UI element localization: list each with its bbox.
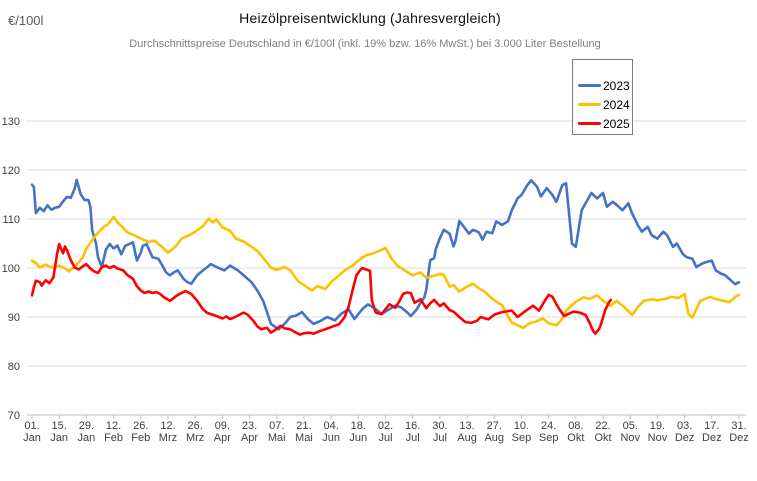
y-axis-tick-label: 130 — [2, 116, 20, 128]
x-axis-tick-label: 09. Apr — [214, 420, 231, 444]
y-axis-tick-label: 110 — [2, 214, 20, 226]
y-axis-tick-label: 80 — [8, 361, 20, 373]
x-axis-tick-label: 07. Mai — [268, 420, 286, 444]
y-axis-unit-label: €/100l — [8, 13, 44, 28]
y-axis-tick-label: 90 — [8, 312, 20, 324]
x-axis-tick-label: 08. Okt — [567, 420, 584, 444]
x-axis-tick-label: 19. Nov — [648, 420, 668, 444]
y-axis-tick-label: 70 — [8, 410, 20, 422]
y-axis-tick-label: 100 — [2, 263, 20, 275]
x-axis-tick-label: 30. Jul — [432, 420, 447, 444]
legend-item-2024: 2024 — [578, 95, 632, 114]
x-axis-tick-label: 29. Jan — [78, 420, 96, 444]
x-axis-tick-label: 10. Sep — [512, 420, 532, 444]
chart-subtitle: Durchschnittspreise Deutschland in €/100… — [129, 38, 601, 50]
legend-label: 2023 — [603, 78, 630, 93]
legend: 2023 2024 2025 — [572, 59, 633, 135]
legend-line-swatch-2023 — [578, 83, 601, 88]
x-axis-tick-label: 18. Jun — [349, 420, 367, 444]
x-axis-tick-label: 01. Jan — [23, 420, 41, 444]
x-axis-tick-label: 03. Dez — [675, 420, 695, 444]
x-axis-tick-label: 17. Dez — [702, 420, 722, 444]
legend-line-swatch-2025 — [578, 121, 601, 126]
x-axis-tick-label: 26. Mrz — [186, 420, 204, 444]
series-line-2023 — [30, 178, 741, 331]
x-axis-tick-label: 15. Jan — [50, 420, 68, 444]
legend-label: 2024 — [603, 97, 630, 112]
x-axis-tick-label: 31. Dez — [729, 420, 749, 444]
x-axis-tick-label: 05. Nov — [620, 420, 640, 444]
y-axis-tick-label: 120 — [2, 165, 20, 177]
x-axis-tick-label: 26. Feb — [131, 420, 150, 444]
chart-title: Heizölpreisentwicklung (Jahresvergleich) — [239, 10, 501, 26]
x-axis-tick-label: 13. Aug — [457, 420, 477, 444]
x-axis-tick-label: 04. Jun — [322, 420, 340, 444]
x-axis-tick-label: 22. Okt — [594, 420, 611, 444]
x-axis-tick-label: 16. Jul — [405, 420, 420, 444]
legend-item-2025: 2025 — [578, 114, 632, 133]
legend-line-swatch-2024 — [578, 102, 601, 107]
x-axis-tick-label: 24. Sep — [539, 420, 559, 444]
x-axis-tick-label: 02. Jul — [378, 420, 393, 444]
x-axis-tick-label: 23. Apr — [241, 420, 258, 444]
x-axis-tick-label: 12. Mrz — [159, 420, 177, 444]
legend-item-2023: 2023 — [578, 76, 632, 95]
series-line-2025 — [30, 242, 613, 336]
x-axis-tick-label: 27. Aug — [484, 420, 504, 444]
series-line-2024 — [30, 215, 741, 330]
legend-label: 2025 — [603, 116, 630, 131]
x-axis-tick-label: 12. Feb — [104, 420, 123, 444]
x-axis-tick-label: 21. Mai — [295, 420, 313, 444]
